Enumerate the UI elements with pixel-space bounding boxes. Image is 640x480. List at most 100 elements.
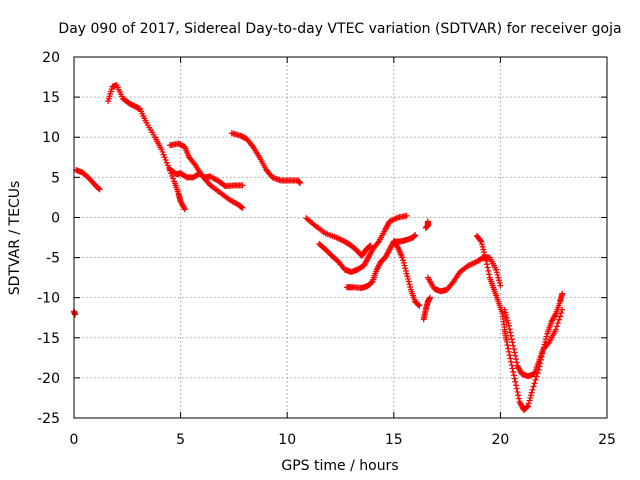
x-tick-label: 15 bbox=[385, 432, 403, 448]
data-point bbox=[164, 162, 171, 169]
chart-title: Day 090 of 2017, Sidereal Day-to-day VTE… bbox=[58, 21, 621, 37]
data-point bbox=[495, 277, 502, 284]
data-point bbox=[508, 358, 515, 365]
data-point bbox=[509, 339, 516, 346]
data-point bbox=[239, 204, 246, 211]
data-point bbox=[510, 342, 517, 349]
data-point bbox=[493, 266, 500, 273]
data-point bbox=[513, 385, 520, 392]
data-point bbox=[170, 175, 177, 182]
data-point bbox=[506, 326, 513, 333]
data-point bbox=[480, 246, 487, 253]
data-point bbox=[512, 352, 519, 359]
data-point bbox=[401, 262, 408, 269]
data-arc bbox=[166, 140, 246, 211]
data-point bbox=[478, 238, 485, 245]
data-point bbox=[163, 159, 170, 166]
data-point bbox=[542, 336, 549, 343]
data-point bbox=[404, 273, 411, 280]
data-arc bbox=[228, 130, 303, 186]
data-arc bbox=[316, 212, 410, 275]
data-point bbox=[402, 267, 409, 274]
data-point bbox=[160, 151, 167, 158]
axis-ticks: 0 5 10 15 20 25 20 15 10 5 0 -5 -10 -15 -20 -25 bbox=[37, 50, 616, 448]
y-tick-label: 0 bbox=[51, 210, 60, 226]
data-point bbox=[415, 302, 422, 309]
data-point bbox=[483, 261, 490, 268]
data-point bbox=[405, 278, 412, 285]
data-point bbox=[505, 348, 512, 355]
data-point bbox=[543, 333, 550, 340]
data-point bbox=[525, 402, 532, 409]
data-point bbox=[494, 271, 501, 278]
data-point bbox=[513, 382, 520, 389]
data-point bbox=[406, 281, 413, 288]
data-point bbox=[405, 275, 412, 282]
data-point bbox=[477, 237, 484, 244]
data-point bbox=[239, 182, 246, 189]
data-point bbox=[424, 218, 431, 225]
y-tick-label: -10 bbox=[37, 291, 60, 307]
data-point bbox=[505, 345, 512, 352]
data-arc bbox=[422, 218, 431, 231]
data-point bbox=[485, 267, 492, 274]
data-point bbox=[527, 392, 534, 399]
data-point bbox=[553, 323, 560, 330]
x-tick-label: 10 bbox=[278, 432, 296, 448]
data-point bbox=[515, 395, 522, 402]
data-point bbox=[366, 243, 373, 250]
data-point bbox=[508, 336, 515, 343]
data-arc bbox=[473, 232, 566, 413]
data-arc bbox=[71, 308, 79, 318]
data-point bbox=[527, 394, 534, 401]
data-point bbox=[504, 342, 511, 349]
data-point bbox=[559, 306, 566, 313]
grid bbox=[74, 57, 607, 418]
data-point bbox=[508, 362, 515, 369]
data-point bbox=[181, 206, 188, 213]
data-arc bbox=[105, 82, 188, 213]
data-point bbox=[552, 326, 559, 333]
data-point bbox=[552, 312, 559, 319]
data-point bbox=[402, 265, 409, 272]
data-point bbox=[505, 322, 512, 329]
data-point bbox=[512, 378, 519, 385]
data-point bbox=[96, 186, 103, 193]
data-point bbox=[507, 329, 514, 336]
data-point bbox=[558, 310, 565, 317]
data-point bbox=[481, 249, 488, 256]
data-point bbox=[508, 332, 515, 339]
data-arc bbox=[390, 232, 419, 245]
data-point bbox=[559, 290, 566, 297]
data-point bbox=[162, 156, 169, 163]
data-arc bbox=[73, 167, 103, 193]
data-point bbox=[367, 242, 374, 249]
data-point bbox=[400, 259, 407, 266]
data-point bbox=[505, 320, 512, 327]
data-arc bbox=[420, 294, 434, 323]
data-point bbox=[159, 148, 166, 155]
y-tick-label: -20 bbox=[37, 371, 60, 387]
data-point bbox=[506, 352, 513, 359]
y-tick-label: 15 bbox=[42, 90, 60, 106]
y-tick-label: -5 bbox=[46, 251, 60, 267]
data-point bbox=[528, 389, 535, 396]
data-point bbox=[513, 356, 520, 363]
data-point bbox=[510, 372, 517, 379]
data-point bbox=[554, 320, 561, 327]
data-point bbox=[407, 283, 414, 290]
data-point bbox=[556, 316, 563, 323]
data-point bbox=[501, 306, 508, 313]
data-point bbox=[296, 179, 303, 186]
data-point bbox=[513, 359, 520, 366]
data-point bbox=[557, 313, 564, 320]
data-arc bbox=[501, 306, 566, 380]
y-tick-label: -25 bbox=[37, 411, 60, 427]
data-point bbox=[427, 294, 434, 301]
data-point bbox=[400, 257, 407, 264]
data-point bbox=[412, 232, 419, 239]
data-point bbox=[95, 185, 102, 192]
data-point bbox=[504, 317, 511, 324]
data-point bbox=[497, 282, 504, 289]
